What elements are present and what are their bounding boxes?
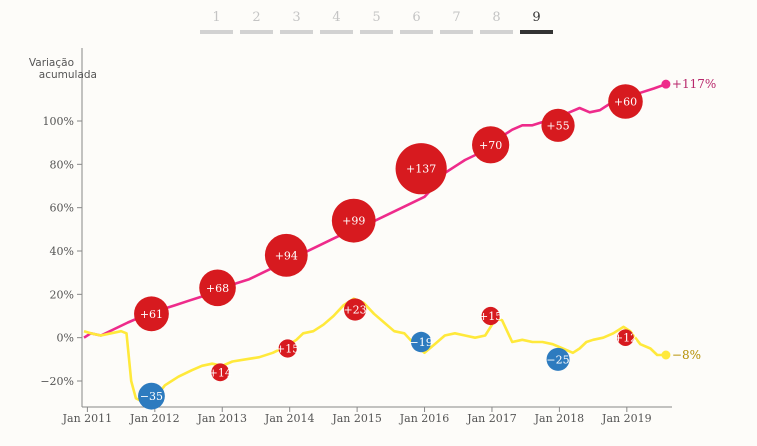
bubble-label: −25 (546, 353, 569, 366)
page-tab-1[interactable]: 1 (200, 10, 233, 34)
bubble-up (199, 269, 236, 307)
x-tick-label: Jan 2017 (466, 412, 517, 425)
series-end-dot-up (661, 79, 671, 89)
page-tab-number: 2 (252, 10, 261, 25)
bubble-label: +55 (546, 119, 569, 132)
x-tick-label: Jan 2012 (129, 412, 180, 425)
page-tab-9[interactable]: 9 (520, 10, 553, 34)
y-tick-label: 80% (50, 158, 74, 171)
bubble-up (472, 126, 510, 164)
page-tab-number: 8 (492, 10, 501, 25)
bubble-label: +60 (614, 96, 637, 109)
page-tab-3[interactable]: 3 (280, 10, 313, 34)
page-tab-number: 7 (452, 10, 461, 25)
page-tab-indicator (440, 30, 473, 34)
page-tab-6[interactable]: 6 (400, 10, 433, 34)
x-tick-label: Jan 2018 (534, 412, 585, 425)
y-tick-label: 40% (50, 245, 74, 258)
bubble-up (264, 233, 308, 277)
bubble-label: +14 (209, 366, 232, 379)
page-tab-indicator (280, 30, 313, 34)
page-tab-4[interactable]: 4 (320, 10, 353, 34)
page-tab-indicator (240, 30, 273, 34)
page-tab-indicator (200, 30, 233, 34)
bubble-down (410, 331, 432, 353)
y-tick-label: 100% (43, 115, 74, 128)
series-end-dot-down (661, 350, 671, 360)
bubble-up (395, 143, 447, 195)
bubble-up (331, 198, 376, 243)
bubble-up (541, 108, 575, 142)
page-tab-2[interactable]: 2 (240, 10, 273, 34)
page-tab-5[interactable]: 5 (360, 10, 393, 34)
y-axis-title-line: Variação (29, 57, 74, 69)
bubble-label: +137 (406, 163, 436, 176)
y-tick-label: 60% (50, 202, 74, 215)
page-tab-8[interactable]: 8 (480, 10, 513, 34)
series-end-label-down: −8% (672, 348, 701, 362)
bubble-down (481, 306, 500, 326)
page-tab-number: 1 (212, 10, 221, 25)
page-tab-7[interactable]: 7 (440, 10, 473, 34)
y-tick-label: 0% (57, 332, 74, 345)
x-tick-label: Jan 2016 (399, 412, 450, 425)
y-axis-title: Variação acumulada (29, 57, 97, 81)
y-tick-label: −20% (40, 375, 74, 388)
bubble-label: +70 (479, 139, 502, 152)
page-selector: 1 2 3 4 5 6 7 8 9 (200, 10, 560, 34)
bubble-label: +94 (275, 249, 298, 262)
series-end-label-up: +117% (672, 77, 716, 91)
bubble-label: +23 (343, 304, 366, 317)
bubble-label: −19 (410, 336, 433, 349)
bubble-up (608, 84, 643, 119)
page-tab-indicator (480, 30, 513, 34)
y-axis-title-line: acumulada (39, 69, 97, 81)
page-tab-number: 3 (292, 10, 301, 25)
page-tab-indicator (360, 30, 393, 34)
bubble-up (134, 296, 169, 332)
x-tick-label: Jan 2015 (331, 412, 382, 425)
bubble-down (617, 329, 634, 346)
x-tick-label: Jan 2013 (196, 412, 247, 425)
page-tab-indicator (520, 30, 553, 34)
bubble-label: +12 (614, 332, 637, 345)
page-tab-indicator (400, 30, 433, 34)
bubble-label: +68 (206, 282, 229, 295)
bubble-down (278, 339, 297, 358)
bubble-down (138, 382, 165, 410)
bubble-down (211, 363, 230, 382)
x-tick-label: Jan 2019 (601, 412, 652, 425)
y-tick-label: 20% (50, 288, 74, 301)
series-line-down (83, 297, 666, 404)
bubble-label: +99 (342, 215, 365, 228)
series-line-up (83, 82, 667, 339)
x-tick-label: Jan 2014 (264, 412, 315, 425)
bubble-down (343, 298, 367, 321)
bubble-down (546, 347, 570, 371)
bubble-label: −35 (140, 390, 163, 403)
page-tab-number: 6 (412, 10, 421, 25)
bubble-label: +15 (479, 310, 502, 323)
page-tab-number: 9 (532, 10, 541, 25)
page-tab-number: 5 (372, 10, 381, 25)
bubble-label: +61 (140, 308, 163, 321)
bubble-label: +15 (276, 343, 299, 356)
page-tab-indicator (320, 30, 353, 34)
page-tab-number: 4 (332, 10, 341, 25)
x-tick-label: Jan 2011 (62, 412, 113, 425)
